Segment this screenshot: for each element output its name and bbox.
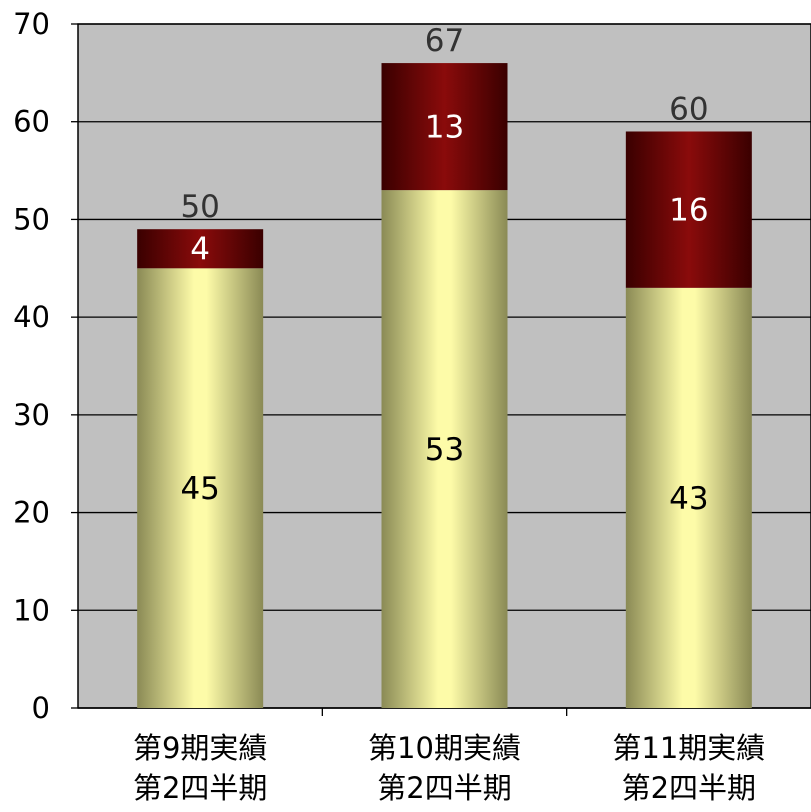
y-tick-label: 10	[13, 593, 50, 627]
y-tick-label: 50	[13, 202, 50, 236]
x-category-label: 第10期実績	[368, 731, 521, 765]
data-label-series0: 43	[669, 481, 708, 517]
x-category-label: 第2四半期	[133, 771, 267, 805]
data-label-series0: 53	[425, 432, 464, 468]
bar-series0-1	[381, 190, 508, 709]
total-label: 50	[180, 189, 219, 225]
x-category-label: 第9期実績	[133, 731, 267, 765]
x-category-label: 第2四半期	[377, 771, 511, 805]
y-tick-label: 0	[32, 691, 50, 725]
x-category-label: 第11期実績	[612, 731, 765, 765]
x-category-label: 第2四半期	[622, 771, 756, 805]
bars-group	[137, 63, 752, 709]
bar-series0-2	[625, 287, 752, 708]
y-tick-label: 30	[13, 398, 50, 432]
y-tick-label: 70	[13, 7, 50, 41]
total-label: 67	[425, 23, 464, 59]
bar-series1-0	[137, 229, 264, 269]
bar-series1-2	[625, 131, 752, 288]
data-label-series1: 4	[190, 232, 210, 268]
bar-series0-0	[137, 268, 264, 708]
data-label-series1: 13	[425, 110, 464, 146]
bar-series1-1	[381, 63, 508, 191]
data-label-series0: 45	[180, 471, 219, 507]
data-label-series1: 16	[669, 193, 708, 229]
y-tick-label: 20	[13, 496, 50, 530]
y-tick-label: 40	[13, 300, 50, 334]
y-tick-label: 60	[13, 105, 50, 139]
total-label: 60	[669, 91, 708, 127]
